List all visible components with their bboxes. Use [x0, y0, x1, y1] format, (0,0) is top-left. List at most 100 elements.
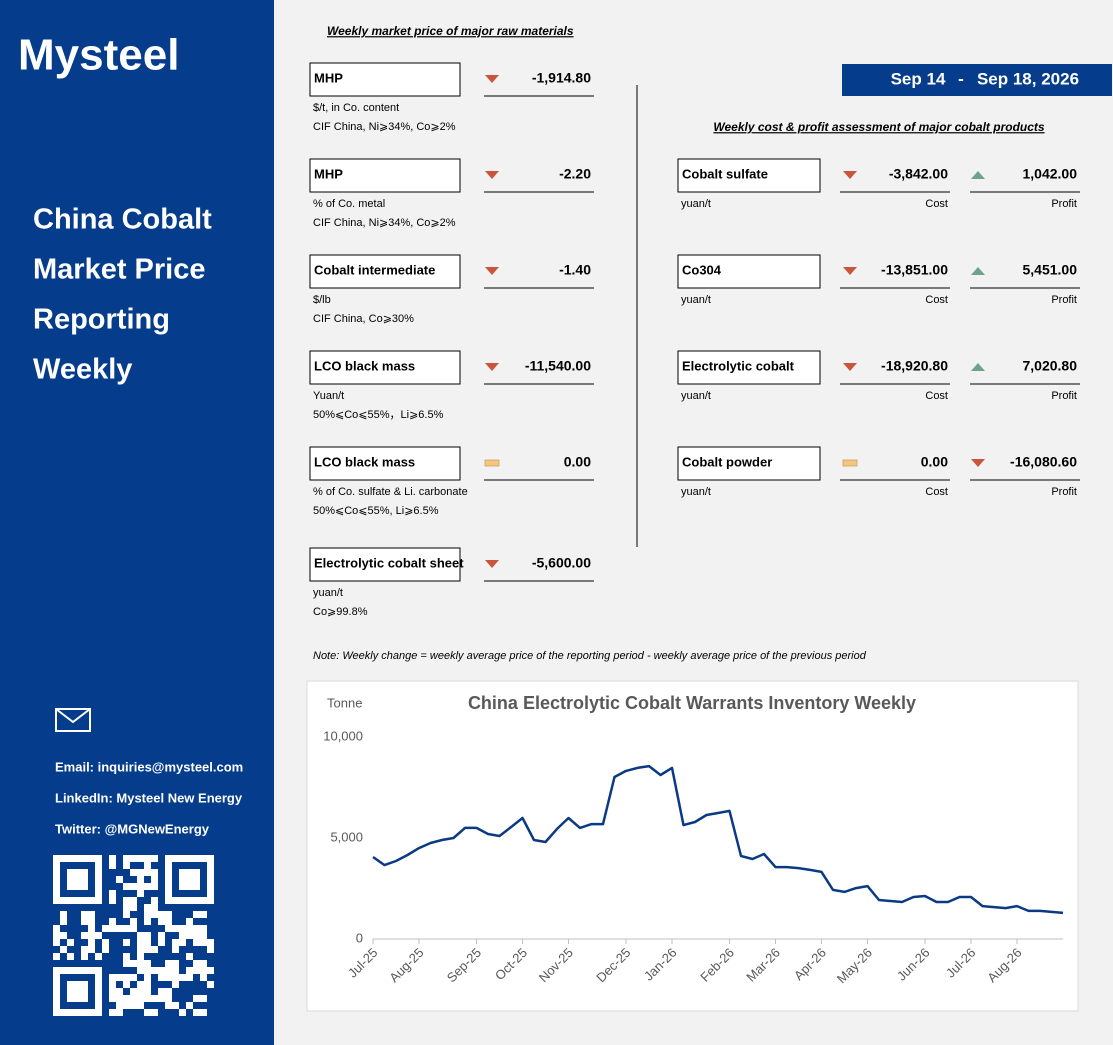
- qr-module: [102, 925, 109, 932]
- qr-module: [95, 967, 102, 974]
- qr-module: [74, 869, 81, 876]
- qr-module: [200, 911, 207, 918]
- date-box: [842, 64, 1112, 96]
- qr-module: [81, 883, 88, 890]
- qr-module: [165, 890, 172, 897]
- qr-module: [74, 981, 81, 988]
- qr-module: [67, 876, 74, 883]
- qr-module: [200, 897, 207, 904]
- qr-module: [207, 897, 214, 904]
- email-icon: [55, 708, 91, 732]
- qr-module: [207, 855, 214, 862]
- qr-module: [158, 995, 165, 1002]
- cost-value: -18,920.80: [881, 358, 948, 374]
- qr-module: [151, 1009, 158, 1016]
- qr-module: [137, 876, 144, 883]
- item-name: Cobalt powder: [682, 454, 772, 469]
- profit-label: Profit: [1051, 486, 1077, 498]
- qr-module: [193, 995, 200, 1002]
- qr-module: [151, 911, 158, 918]
- qr-module: [130, 869, 137, 876]
- unit: yuan/t: [313, 587, 343, 599]
- qr-module: [116, 1009, 123, 1016]
- qr-module: [144, 946, 151, 953]
- qr-module: [179, 876, 186, 883]
- trend-down: [971, 459, 985, 467]
- qr-module: [123, 939, 130, 946]
- qr-module: [81, 932, 88, 939]
- qr-module: [95, 974, 102, 981]
- cost-heading: Weekly cost & profit assessment of major…: [713, 120, 1045, 134]
- qr-module: [60, 918, 67, 925]
- qr-module: [172, 897, 179, 904]
- qr-module: [193, 960, 200, 967]
- qr-module: [74, 855, 81, 862]
- unit: yuan/t: [681, 198, 711, 210]
- qr-module: [67, 995, 74, 1002]
- y-tick-label: 5,000: [330, 829, 363, 844]
- qr-module: [165, 960, 172, 967]
- qr-module: [137, 967, 144, 974]
- y-tick-label: 10,000: [323, 728, 363, 743]
- qr-module: [207, 883, 214, 890]
- qr-module: [158, 967, 165, 974]
- qr-module: [95, 862, 102, 869]
- trend-down: [485, 171, 499, 179]
- item-name: Electrolytic cobalt: [682, 358, 795, 373]
- qr-module: [95, 988, 102, 995]
- qr-module: [158, 939, 165, 946]
- sidebar-title: China Cobalt: [33, 204, 212, 236]
- qr-module: [200, 932, 207, 939]
- qr-module: [67, 1009, 74, 1016]
- qr-module: [172, 925, 179, 932]
- qr-module: [53, 1009, 60, 1016]
- qr-module: [151, 946, 158, 953]
- qr-module: [95, 1009, 102, 1016]
- name-box: [677, 254, 821, 289]
- qr-module: [137, 883, 144, 890]
- name-box: [309, 62, 461, 97]
- qr-module: [144, 981, 151, 988]
- qr-module: [144, 918, 151, 925]
- qr-module: [186, 974, 193, 981]
- item-name: Electrolytic cobalt sheet: [314, 555, 464, 570]
- qr-module: [130, 988, 137, 995]
- qr-module: [193, 925, 200, 932]
- qr-module: [81, 981, 88, 988]
- qr-module: [74, 876, 81, 883]
- qr-module: [130, 974, 137, 981]
- change-value: -1.40: [559, 262, 591, 278]
- qr-module: [200, 1009, 207, 1016]
- qr-module: [179, 939, 186, 946]
- qr-module: [109, 925, 116, 932]
- date-start: Sep 14: [891, 69, 946, 88]
- qr-module: [116, 1002, 123, 1009]
- trend-down: [843, 267, 857, 275]
- qr-module: [74, 883, 81, 890]
- item-name: Co304: [682, 262, 722, 277]
- qr-module: [95, 897, 102, 904]
- change-value: -11,540.00: [525, 358, 591, 374]
- qr-module: [172, 946, 179, 953]
- profit-label: Profit: [1051, 390, 1077, 402]
- qr-module: [186, 869, 193, 876]
- qr-module: [165, 925, 172, 932]
- qr-module: [200, 855, 207, 862]
- name-box: [677, 446, 821, 481]
- spec: 50%⩽Co⩽55%，Li⩾6.5%: [313, 409, 444, 421]
- qr-module: [53, 932, 60, 939]
- qr-module: [151, 897, 158, 904]
- qr-module: [172, 1002, 179, 1009]
- item-name: MHP: [314, 166, 343, 181]
- unit: $/lb: [313, 294, 331, 306]
- qr-module: [130, 925, 137, 932]
- qr-module: [144, 904, 151, 911]
- qr-module: [53, 862, 60, 869]
- qr-module: [53, 925, 60, 932]
- unit: yuan/t: [681, 294, 711, 306]
- contact: Twitter: @MGNewEnergy: [55, 821, 210, 836]
- qr-module: [186, 1002, 193, 1009]
- qr-module: [81, 876, 88, 883]
- unit: yuan/t: [681, 486, 711, 498]
